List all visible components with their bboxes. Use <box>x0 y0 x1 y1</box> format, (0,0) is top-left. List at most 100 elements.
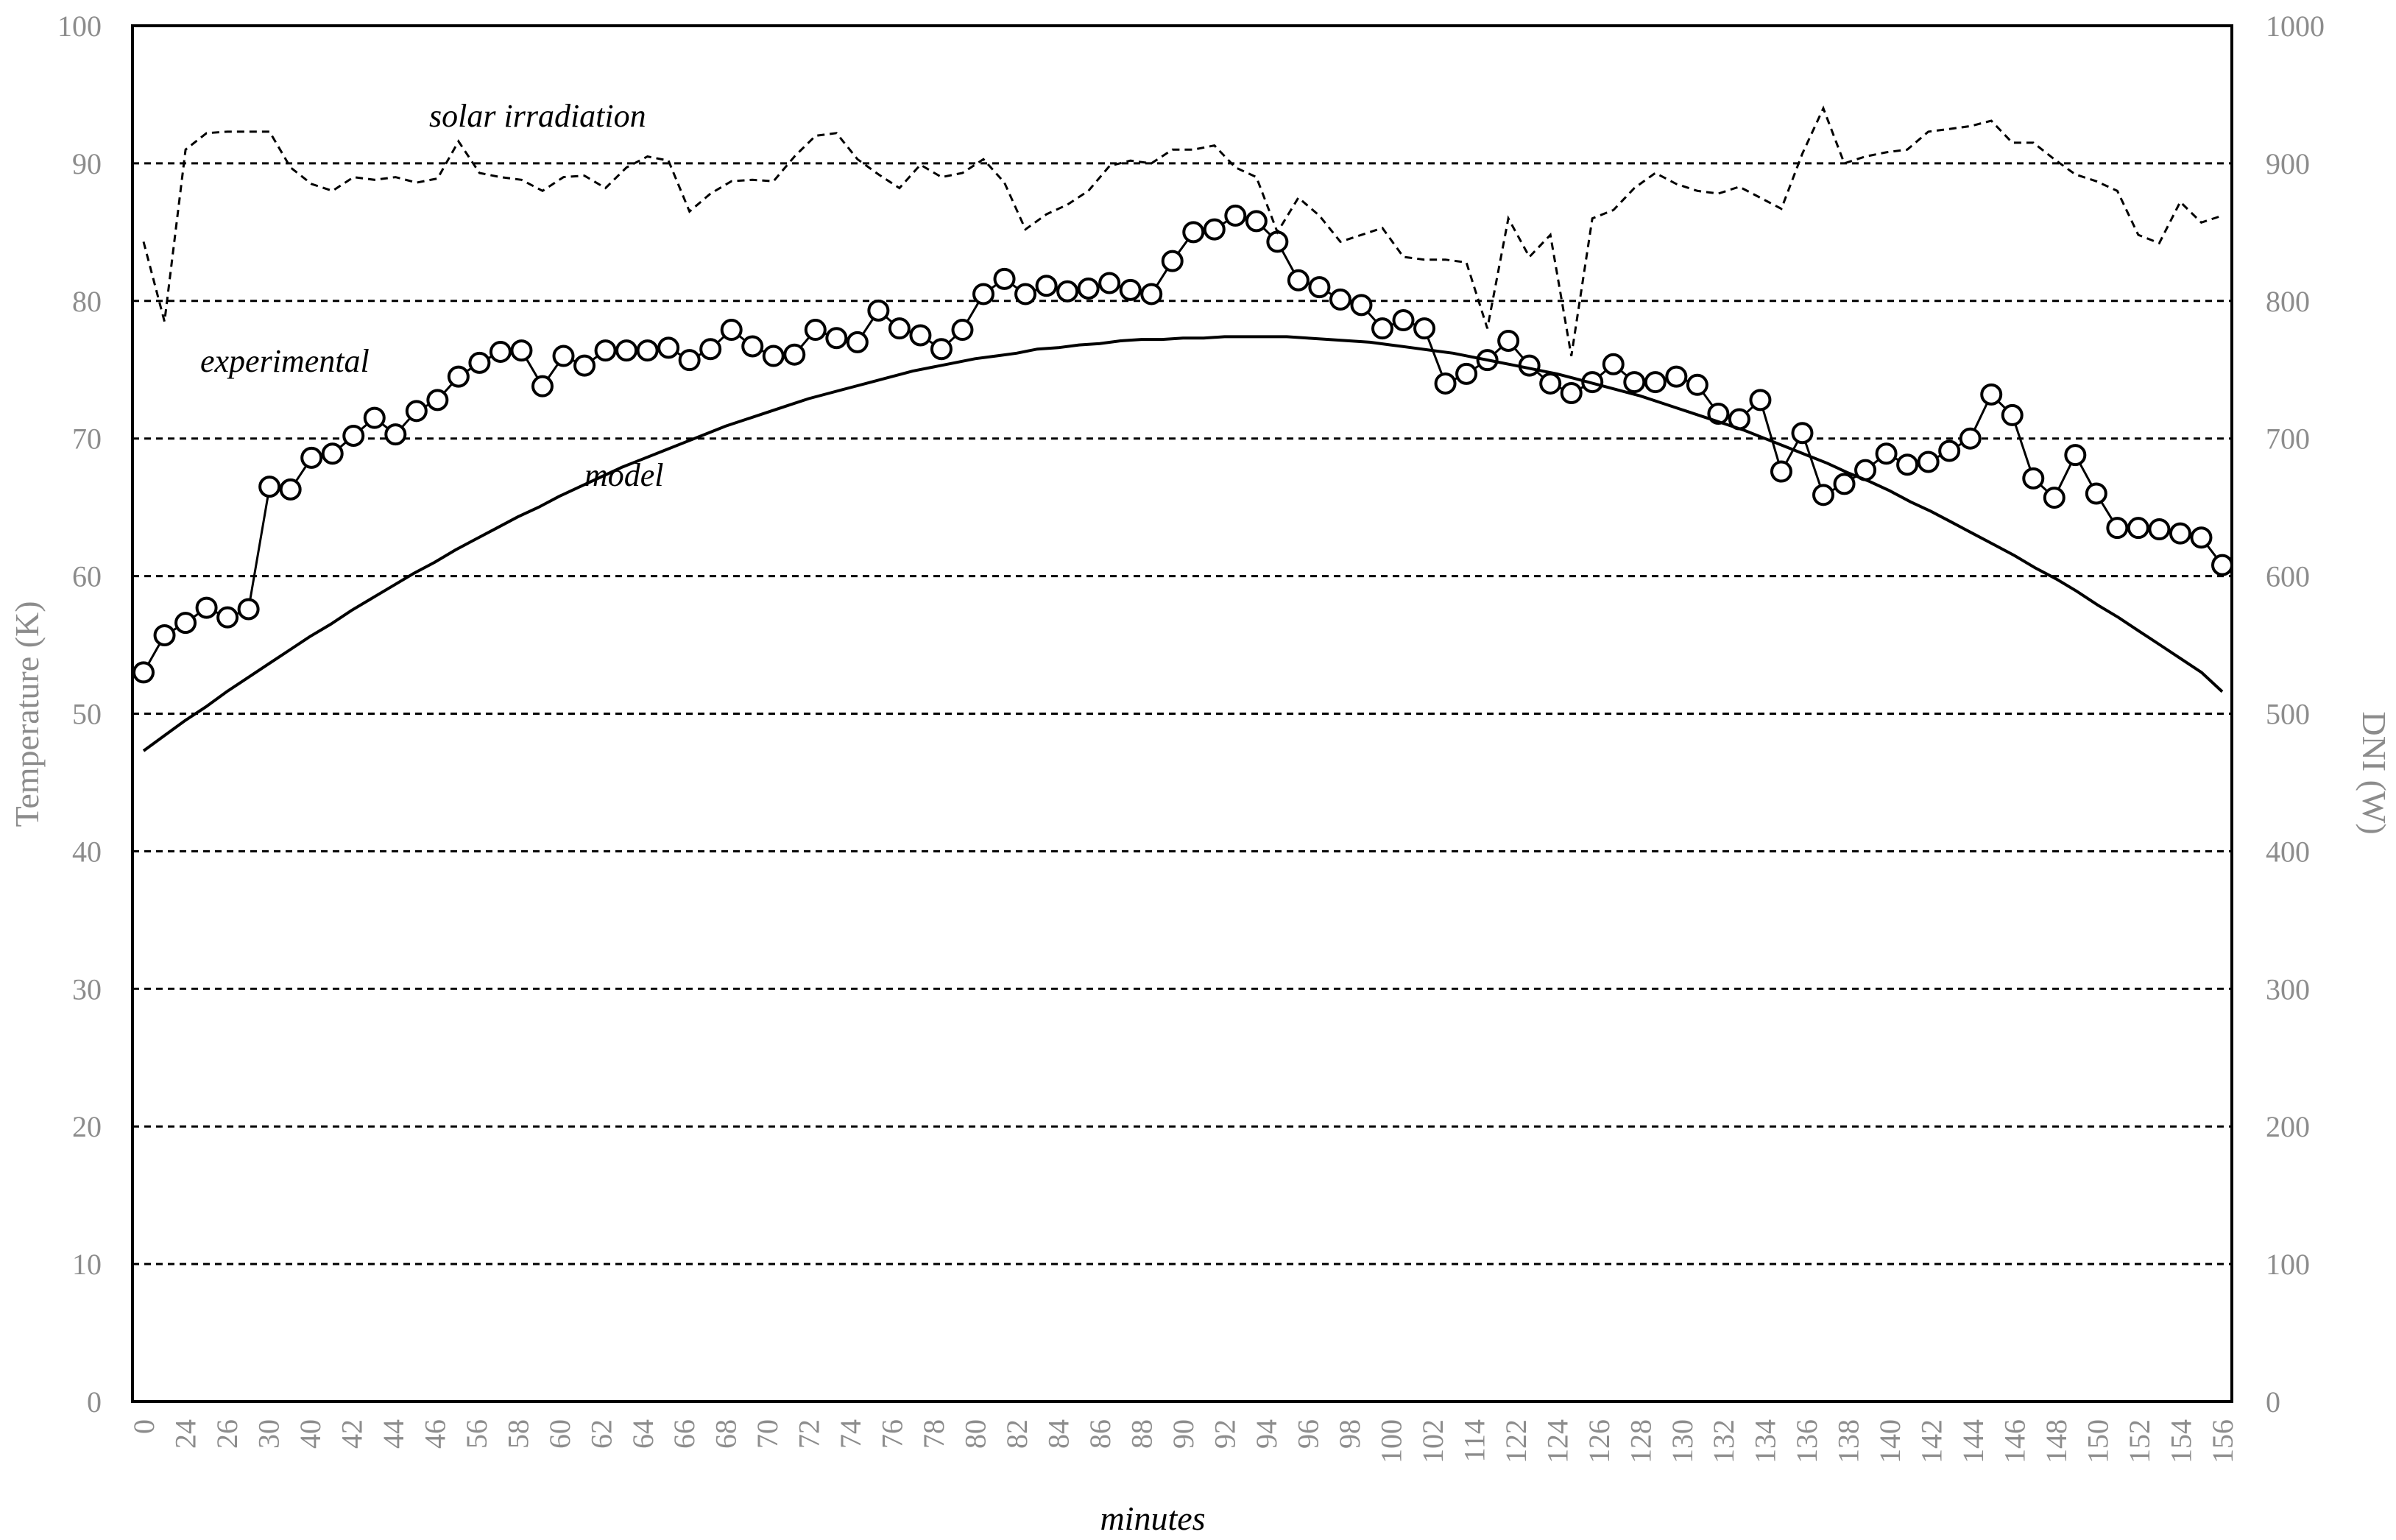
data-point-experimental <box>237 598 260 621</box>
series-line-solar-irradiation <box>142 105 2223 356</box>
data-point-experimental <box>426 389 449 412</box>
y2-tick-label: 700 <box>2266 423 2310 456</box>
y-tick-label: 60 <box>72 560 102 593</box>
series-line-model <box>142 335 2224 752</box>
data-point-experimental <box>2064 444 2087 467</box>
data-point-experimental <box>573 354 596 377</box>
y2-axis-title: DNI (W) <box>2356 711 2393 834</box>
data-point-experimental <box>405 400 428 423</box>
solar-irradiation-label: solar irradiation <box>429 98 646 134</box>
data-point-experimental <box>1917 451 1940 473</box>
data-point-experimental <box>447 365 470 388</box>
data-point-experimental <box>489 340 512 363</box>
data-point-experimental <box>2001 403 2024 426</box>
data-point-experimental <box>1875 442 1898 465</box>
data-point-experimental <box>279 478 302 501</box>
x-tick-label: 102 <box>1416 1419 1449 1463</box>
data-point-experimental <box>342 424 365 447</box>
x-tick-label: 136 <box>1790 1419 1823 1463</box>
x-axis-ticks: 0 24 26 30 40 42 44 46 56 58 60 62 64 66 68 70 72 74 76 78 8… <box>127 1419 2239 1463</box>
data-point-experimental <box>2106 517 2129 540</box>
data-point-experimental <box>678 349 701 372</box>
y2-tick-label: 0 <box>2266 1385 2280 1419</box>
data-point-experimental <box>1497 330 1520 353</box>
data-point-experimental <box>1539 372 1562 395</box>
data-point-experimental <box>1602 353 1625 375</box>
x-tick-label: 56 <box>460 1419 493 1449</box>
x-tick-label: 156 <box>2206 1419 2239 1463</box>
data-point-experimental <box>1119 278 1142 301</box>
x-tick-label: 154 <box>2165 1419 2198 1463</box>
x-tick-label: 100 <box>1374 1419 1407 1463</box>
x-tick-label: 140 <box>1873 1419 1906 1463</box>
x-tick-label: 72 <box>793 1419 826 1449</box>
series-line-experimental <box>142 214 2224 674</box>
data-point-experimental <box>2190 526 2213 549</box>
data-point-experimental <box>363 406 386 429</box>
data-point-experimental <box>2169 522 2191 545</box>
data-point-experimental <box>1161 250 1184 272</box>
data-point-experimental <box>867 299 890 322</box>
data-point-experimental <box>510 339 533 362</box>
x-tick-label: 46 <box>418 1419 451 1449</box>
data-point-experimental <box>2022 467 2045 490</box>
data-point-experimental <box>1077 277 1100 300</box>
x-tick-label: 66 <box>668 1419 701 1449</box>
x-tick-label: 42 <box>335 1419 368 1449</box>
y2-tick-label: 400 <box>2266 835 2310 868</box>
data-point-experimental <box>300 446 323 469</box>
x-tick-label: 132 <box>1707 1419 1740 1463</box>
data-point-experimental <box>804 319 827 342</box>
x-tick-label: 30 <box>252 1419 285 1449</box>
y2-tick-label: 800 <box>2266 285 2310 318</box>
data-point-experimental <box>762 345 785 367</box>
y-tick-label: 40 <box>72 835 102 868</box>
data-point-experimental <box>1014 283 1037 305</box>
data-point-experimental <box>1644 371 1667 394</box>
data-point-experimental <box>636 339 659 362</box>
x-tick-label: 26 <box>211 1419 244 1449</box>
x-tick-label: 92 <box>1208 1419 1241 1449</box>
y-tick-label: 30 <box>72 972 102 1006</box>
data-point-experimental <box>321 442 344 465</box>
y2-tick-label: 900 <box>2266 147 2310 180</box>
x-tick-label: 82 <box>1000 1419 1033 1449</box>
data-point-experimental <box>846 331 869 353</box>
data-point-experimental <box>699 338 722 361</box>
x-tick-label: 60 <box>543 1419 576 1449</box>
data-point-experimental <box>594 339 617 362</box>
y-axis-title: Temperature (K) <box>8 601 46 827</box>
x-tick-label: 142 <box>1915 1419 1948 1463</box>
x-tick-label: 80 <box>959 1419 992 1449</box>
plot-frame <box>131 24 2233 1403</box>
data-point-experimental <box>1959 427 1982 450</box>
x-tick-label: 64 <box>626 1419 660 1449</box>
data-point-experimental <box>1896 453 1919 476</box>
data-point-experimental <box>1707 403 1730 425</box>
x-tick-label: 130 <box>1666 1419 1699 1463</box>
data-point-experimental <box>1770 460 1792 483</box>
data-point-experimental <box>1686 373 1708 396</box>
data-point-experimental <box>1056 280 1079 303</box>
y-tick-label: 90 <box>72 147 102 180</box>
data-point-experimental <box>1308 276 1331 299</box>
data-point-experimental <box>825 327 848 350</box>
x-tick-label: 122 <box>1499 1419 1533 1463</box>
x-tick-label: 62 <box>584 1419 618 1449</box>
x-tick-label: 88 <box>1125 1419 1159 1449</box>
data-point-experimental <box>1371 317 1393 340</box>
y2-tick-label: 500 <box>2266 698 2310 731</box>
data-point-experimental <box>2043 487 2065 509</box>
y-tick-label: 80 <box>72 285 102 318</box>
x-tick-label: 144 <box>1957 1419 1990 1463</box>
data-point-experimental <box>468 351 491 374</box>
data-point-experimental <box>1791 422 1814 445</box>
y2-tick-label: 600 <box>2266 560 2310 593</box>
x-tick-label: 114 <box>1457 1419 1491 1463</box>
data-point-experimental <box>1980 383 2003 406</box>
x-tick-label: 96 <box>1291 1419 1324 1449</box>
data-point-experimental <box>1035 275 1058 297</box>
x-tick-label: 24 <box>169 1419 202 1449</box>
x-tick-label: 70 <box>751 1419 784 1449</box>
